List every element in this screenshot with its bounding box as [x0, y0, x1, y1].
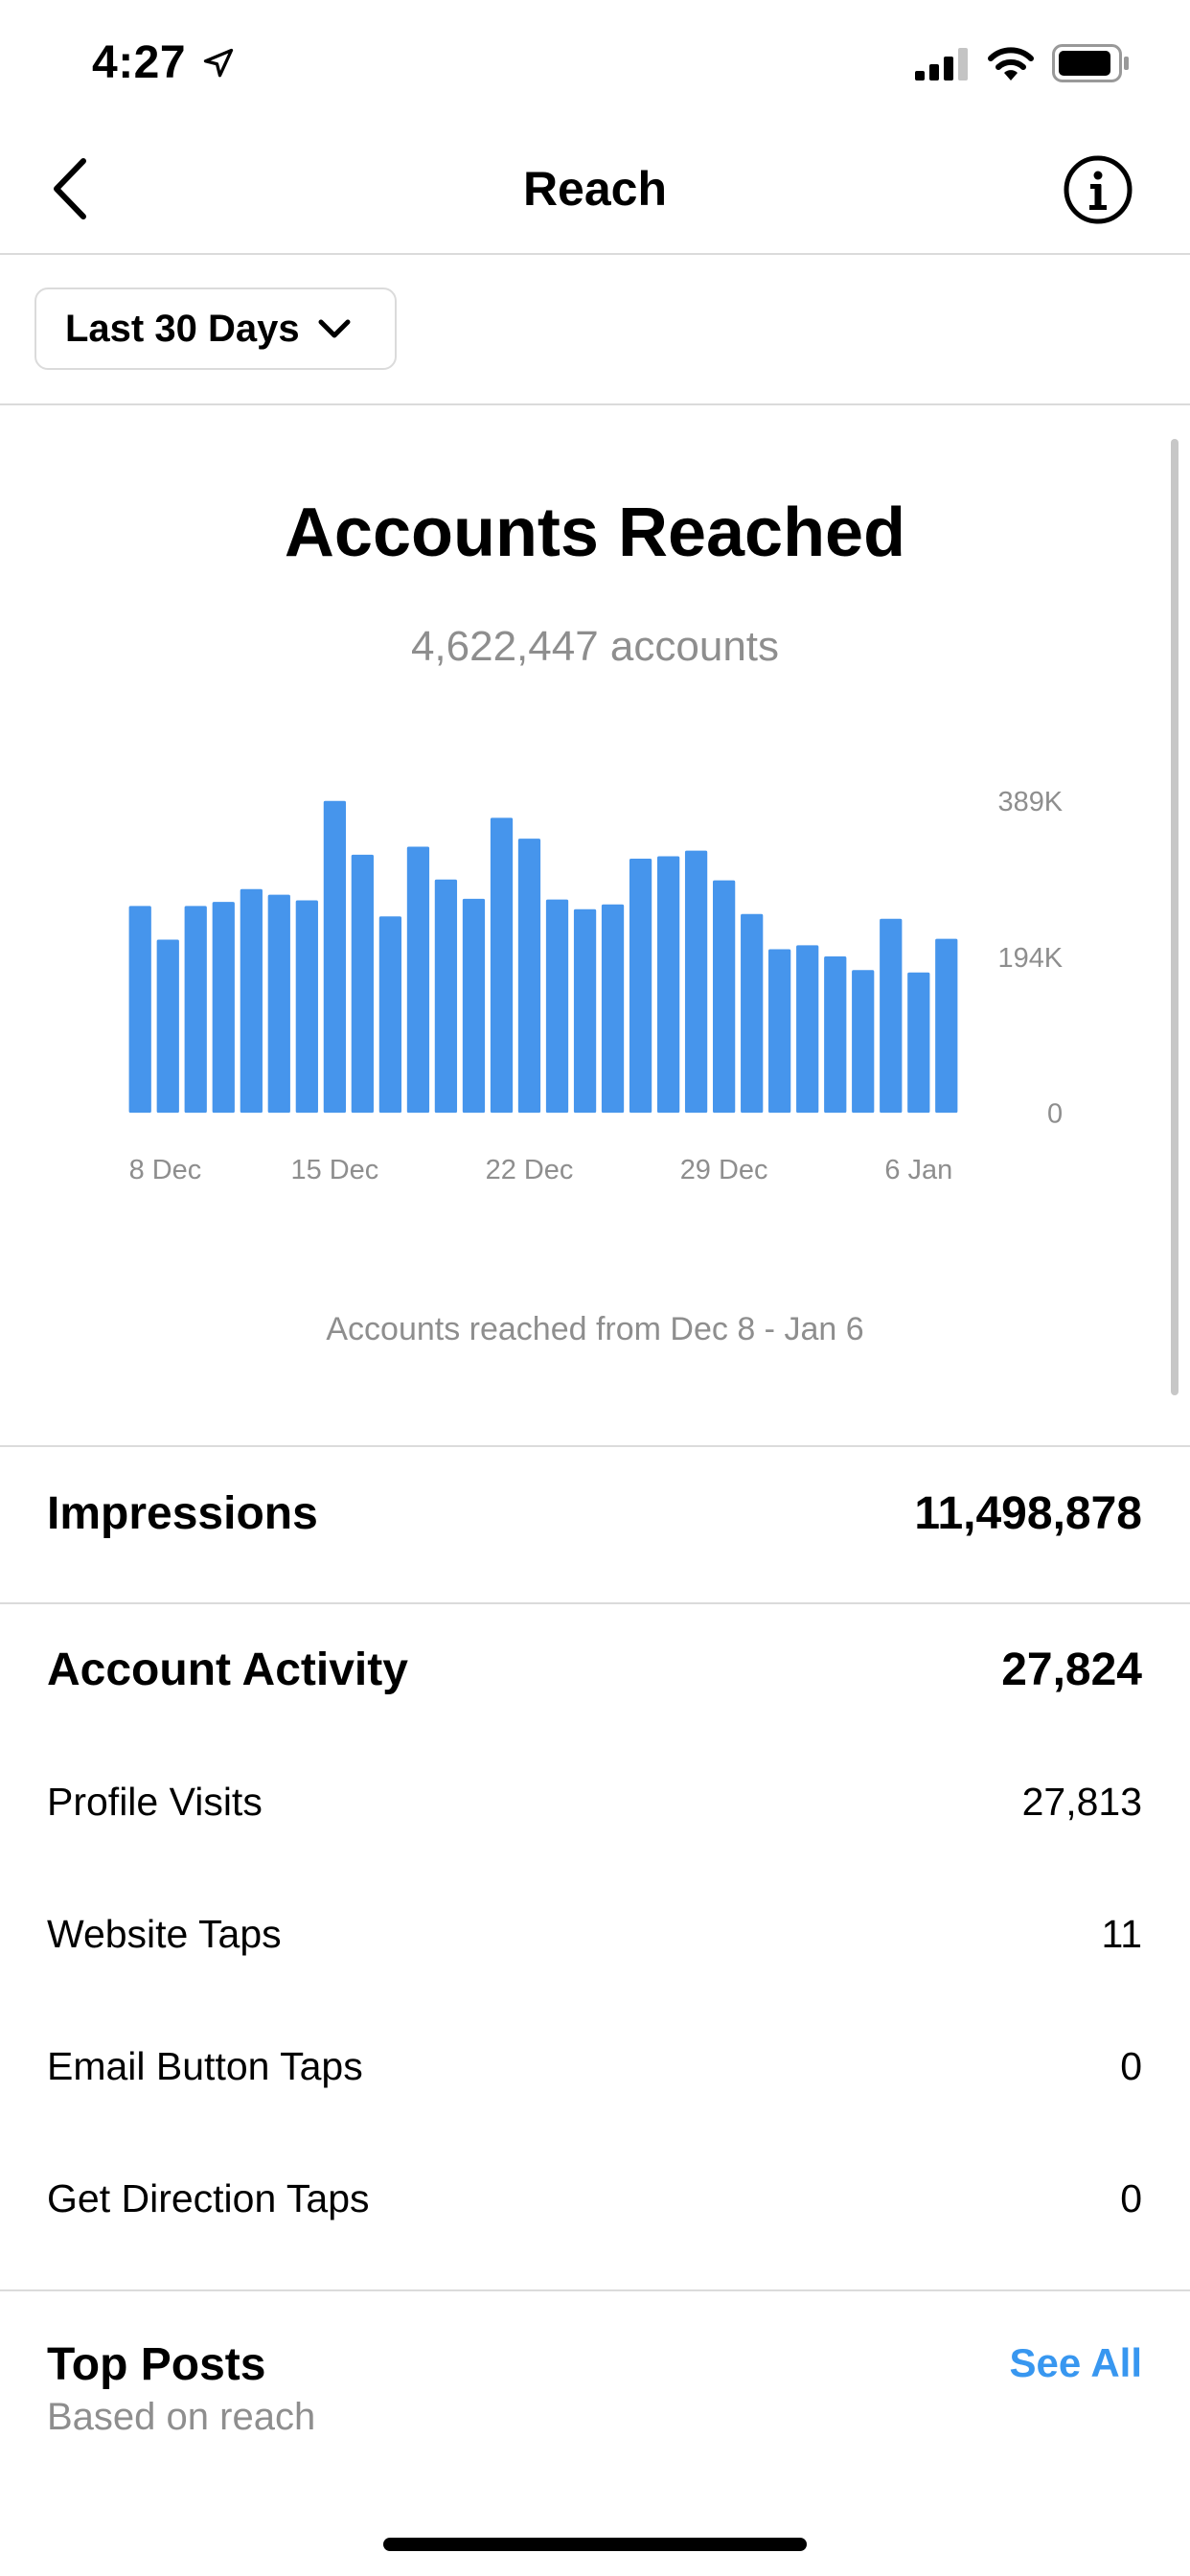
back-button[interactable] [36, 153, 103, 224]
status-bar: 4:27 [0, 0, 1190, 125]
chart-bar[interactable] [713, 880, 736, 1114]
x-tick-label: 22 Dec [486, 1155, 574, 1185]
account-activity-value: 27,824 [1001, 1644, 1142, 1695]
email-button-taps-label: Email Button Taps [47, 2044, 363, 2088]
chart-bar[interactable] [517, 839, 541, 1114]
info-icon[interactable] [1062, 153, 1134, 226]
y-tick-label: 0 [1047, 1098, 1063, 1129]
top-posts-subtitle: Based on reach [47, 2396, 316, 2438]
date-range-dropdown[interactable]: Last 30 Days [34, 288, 397, 370]
chart-bar[interactable] [656, 856, 680, 1114]
chart-bar[interactable] [212, 902, 235, 1114]
chart-bar[interactable] [128, 906, 151, 1114]
status-time: 4:27 [92, 37, 187, 88]
website-taps-value: 11 [1101, 1912, 1142, 1956]
x-tick-label: 6 Jan [884, 1155, 952, 1185]
chart-bar[interactable] [323, 800, 347, 1114]
chart-bar[interactable] [434, 879, 458, 1114]
y-tick-label: 194K [997, 943, 1063, 974]
chart-bar[interactable] [852, 970, 875, 1114]
chart-bar[interactable] [545, 899, 569, 1114]
chart-bar[interactable] [768, 949, 791, 1114]
chart-bar[interactable] [267, 894, 290, 1114]
account-activity-label: Account Activity [47, 1644, 408, 1695]
wifi-icon [988, 47, 1034, 80]
top-posts-title: Top Posts [47, 2339, 266, 2390]
chart-caption: Accounts reached from Dec 8 - Jan 6 [326, 1311, 864, 1347]
chart-bar[interactable] [184, 906, 207, 1114]
cellular-signal-icon [915, 48, 968, 80]
chevron-down-icon [318, 319, 351, 338]
get-direction-taps-label: Get Direction Taps [47, 2176, 370, 2220]
impressions-label: Impressions [47, 1488, 318, 1539]
chart-bar[interactable] [935, 938, 958, 1114]
y-tick-label: 389K [997, 787, 1063, 817]
chart-bar[interactable] [573, 908, 597, 1114]
profile-visits-label: Profile Visits [47, 1780, 263, 1824]
chart-bar[interactable] [796, 945, 819, 1114]
chart-bar[interactable] [907, 972, 930, 1114]
location-arrow-icon [203, 48, 234, 78]
email-button-taps-value: 0 [1120, 2044, 1142, 2088]
chart-bar[interactable] [378, 916, 402, 1114]
chart-bar[interactable] [240, 888, 263, 1114]
header-divider [0, 253, 1190, 255]
get-direction-taps-value: 0 [1120, 2176, 1142, 2220]
section-divider [0, 1445, 1190, 1447]
section-divider [0, 1602, 1190, 1604]
nav-header: Reach [0, 125, 1190, 253]
x-tick-label: 8 Dec [129, 1155, 202, 1185]
home-indicator[interactable] [383, 2538, 807, 2551]
section-divider [0, 2289, 1190, 2291]
page-title: Reach [522, 162, 668, 216]
impressions-value: 11,498,878 [914, 1488, 1142, 1539]
accounts-reached-bar-chart: 389K 194K 0 8 Dec 15 Dec 22 Dec 29 Dec 6 Jan [128, 787, 1063, 1185]
x-tick-label: 15 Dec [290, 1155, 378, 1185]
battery-icon [1052, 44, 1129, 82]
chart-bar[interactable] [406, 846, 430, 1114]
chart-bar[interactable] [741, 913, 764, 1114]
reach-count: 4,622,447 accounts [410, 623, 780, 670]
chart-bar[interactable] [295, 900, 318, 1114]
chart-bar[interactable] [490, 817, 514, 1114]
profile-visits-value: 27,813 [1021, 1780, 1142, 1824]
x-tick-label: 29 Dec [680, 1155, 768, 1185]
scrollbar[interactable] [1171, 439, 1179, 1395]
see-all-link[interactable]: See All [1009, 2340, 1142, 2385]
chart-bar[interactable] [880, 918, 903, 1114]
chart-bar[interactable] [824, 956, 847, 1114]
chart-bar[interactable] [462, 898, 486, 1114]
reach-title: Accounts Reached [284, 494, 906, 571]
chart-bar[interactable] [156, 939, 179, 1114]
chart-bar[interactable] [601, 904, 625, 1114]
website-taps-label: Website Taps [47, 1912, 282, 1956]
filter-divider [0, 403, 1190, 405]
date-range-label: Last 30 Days [65, 307, 300, 350]
chart-bar[interactable] [684, 850, 708, 1114]
back-chevron-icon [54, 158, 86, 219]
chart-bar[interactable] [629, 859, 652, 1114]
chart-bar[interactable] [351, 854, 374, 1114]
